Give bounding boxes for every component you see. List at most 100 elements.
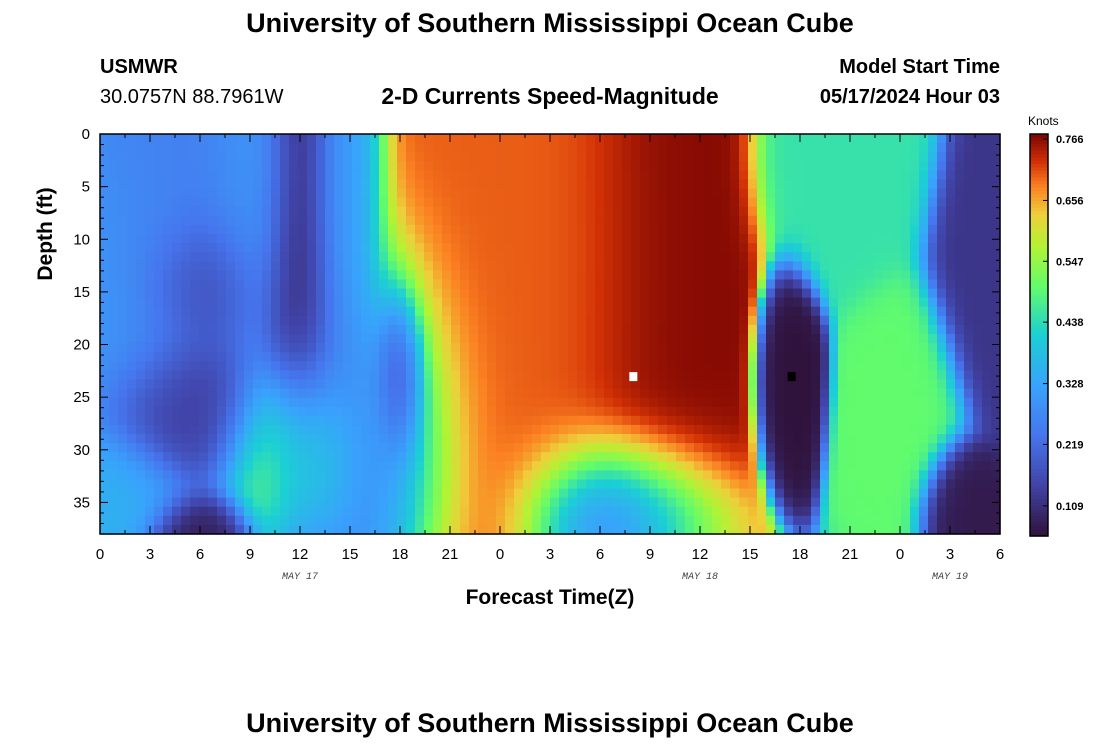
- heatmap-cell: [298, 270, 308, 281]
- heatmap-cell: [406, 470, 416, 481]
- heatmap-cell: [388, 197, 398, 208]
- heatmap-cell: [865, 406, 875, 417]
- heatmap-cell: [730, 188, 740, 199]
- heatmap-cell: [955, 443, 965, 453]
- heatmap-cell: [658, 215, 668, 226]
- heatmap-cell: [352, 452, 362, 462]
- heatmap-cell: [271, 297, 281, 308]
- heatmap-cell: [667, 506, 677, 517]
- heatmap-cell: [262, 370, 272, 381]
- heatmap-cell: [226, 488, 236, 499]
- heatmap-cell: [901, 315, 911, 326]
- heatmap-cell: [748, 479, 758, 490]
- heatmap-cell: [361, 506, 371, 517]
- heatmap-cell: [442, 206, 452, 217]
- heatmap-cell: [181, 415, 191, 426]
- heatmap-cell: [703, 497, 713, 508]
- heatmap-cell: [478, 379, 488, 390]
- heatmap-cell: [991, 315, 1001, 326]
- heatmap-cell: [379, 188, 389, 199]
- heatmap-cell: [334, 279, 344, 290]
- heatmap-cell: [631, 361, 641, 371]
- heatmap-cell: [361, 152, 371, 162]
- heatmap-cell: [487, 188, 497, 199]
- heatmap-cell: [199, 134, 209, 144]
- heatmap-cell: [631, 270, 641, 281]
- heatmap-cell: [217, 288, 227, 299]
- heatmap-cell: [712, 515, 722, 526]
- heatmap-cell: [694, 143, 704, 153]
- heatmap-cell: [388, 515, 398, 526]
- heatmap-cell: [802, 279, 812, 290]
- heatmap-cell: [595, 270, 605, 281]
- heatmap-cell: [892, 397, 902, 408]
- heatmap-cell: [163, 370, 173, 381]
- heatmap-cell: [352, 415, 362, 426]
- heatmap-cell: [991, 452, 1001, 462]
- heatmap-cell: [145, 361, 155, 371]
- heatmap-cell: [433, 370, 443, 381]
- heatmap-cell: [838, 488, 848, 499]
- heatmap-cell: [766, 134, 776, 144]
- heatmap-cell: [928, 324, 938, 335]
- colorbar-segment: [1030, 438, 1048, 443]
- heatmap-cell: [712, 479, 722, 490]
- heatmap-cell: [955, 470, 965, 481]
- heatmap-cell: [910, 370, 920, 381]
- heatmap-cell: [937, 379, 947, 390]
- heatmap-cell: [271, 406, 281, 417]
- heatmap-cell: [352, 515, 362, 526]
- heatmap-cell: [568, 479, 578, 490]
- heatmap-cell: [370, 334, 380, 344]
- heatmap-cell: [766, 524, 776, 535]
- heatmap-cell: [721, 452, 731, 462]
- heatmap-cell: [910, 243, 920, 253]
- heatmap-cell: [703, 170, 713, 181]
- heatmap-cell: [235, 261, 245, 271]
- heatmap-cell: [928, 352, 938, 362]
- heatmap-cell: [253, 424, 263, 435]
- heatmap-cell: [109, 488, 119, 499]
- heatmap-cell: [982, 288, 992, 299]
- heatmap-cell: [910, 270, 920, 281]
- heatmap-cell: [766, 461, 776, 471]
- colorbar-segment: [1030, 462, 1048, 467]
- heatmap-cell: [856, 306, 866, 317]
- heatmap-cell: [433, 215, 443, 226]
- heatmap-cell: [856, 170, 866, 181]
- heatmap-cell: [703, 152, 713, 162]
- heatmap-cell: [784, 470, 794, 481]
- heatmap-cell: [829, 443, 839, 453]
- heatmap-cell: [838, 306, 848, 317]
- heatmap-cell: [874, 170, 884, 181]
- heatmap-cell: [838, 506, 848, 517]
- heatmap-cell: [577, 297, 587, 308]
- heatmap-cell: [640, 524, 650, 535]
- heatmap-cell: [388, 488, 398, 499]
- heatmap-cell: [865, 134, 875, 144]
- heatmap-cell: [703, 415, 713, 426]
- heatmap-cell: [703, 197, 713, 208]
- heatmap-cell: [550, 261, 560, 271]
- heatmap-cell: [298, 488, 308, 499]
- heatmap-cell: [154, 352, 164, 362]
- heatmap-cell: [793, 497, 803, 508]
- heatmap-cell: [244, 470, 254, 481]
- heatmap-cell: [820, 434, 830, 444]
- heatmap-cell: [397, 479, 407, 490]
- heatmap-cell: [658, 497, 668, 508]
- heatmap-cell: [667, 343, 677, 353]
- heatmap-cell: [748, 170, 758, 181]
- heatmap-cell: [145, 452, 155, 462]
- heatmap-cell: [667, 452, 677, 462]
- heatmap-cell: [829, 161, 839, 171]
- heatmap-cell: [370, 370, 380, 381]
- heatmap-cell: [523, 179, 533, 190]
- heatmap-cell: [424, 197, 434, 208]
- heatmap-cell: [550, 334, 560, 344]
- heatmap-cell: [748, 488, 758, 499]
- heatmap-cell: [208, 297, 218, 308]
- heatmap-cell: [424, 143, 434, 153]
- heatmap-cell: [775, 334, 785, 344]
- heatmap-cell: [352, 443, 362, 453]
